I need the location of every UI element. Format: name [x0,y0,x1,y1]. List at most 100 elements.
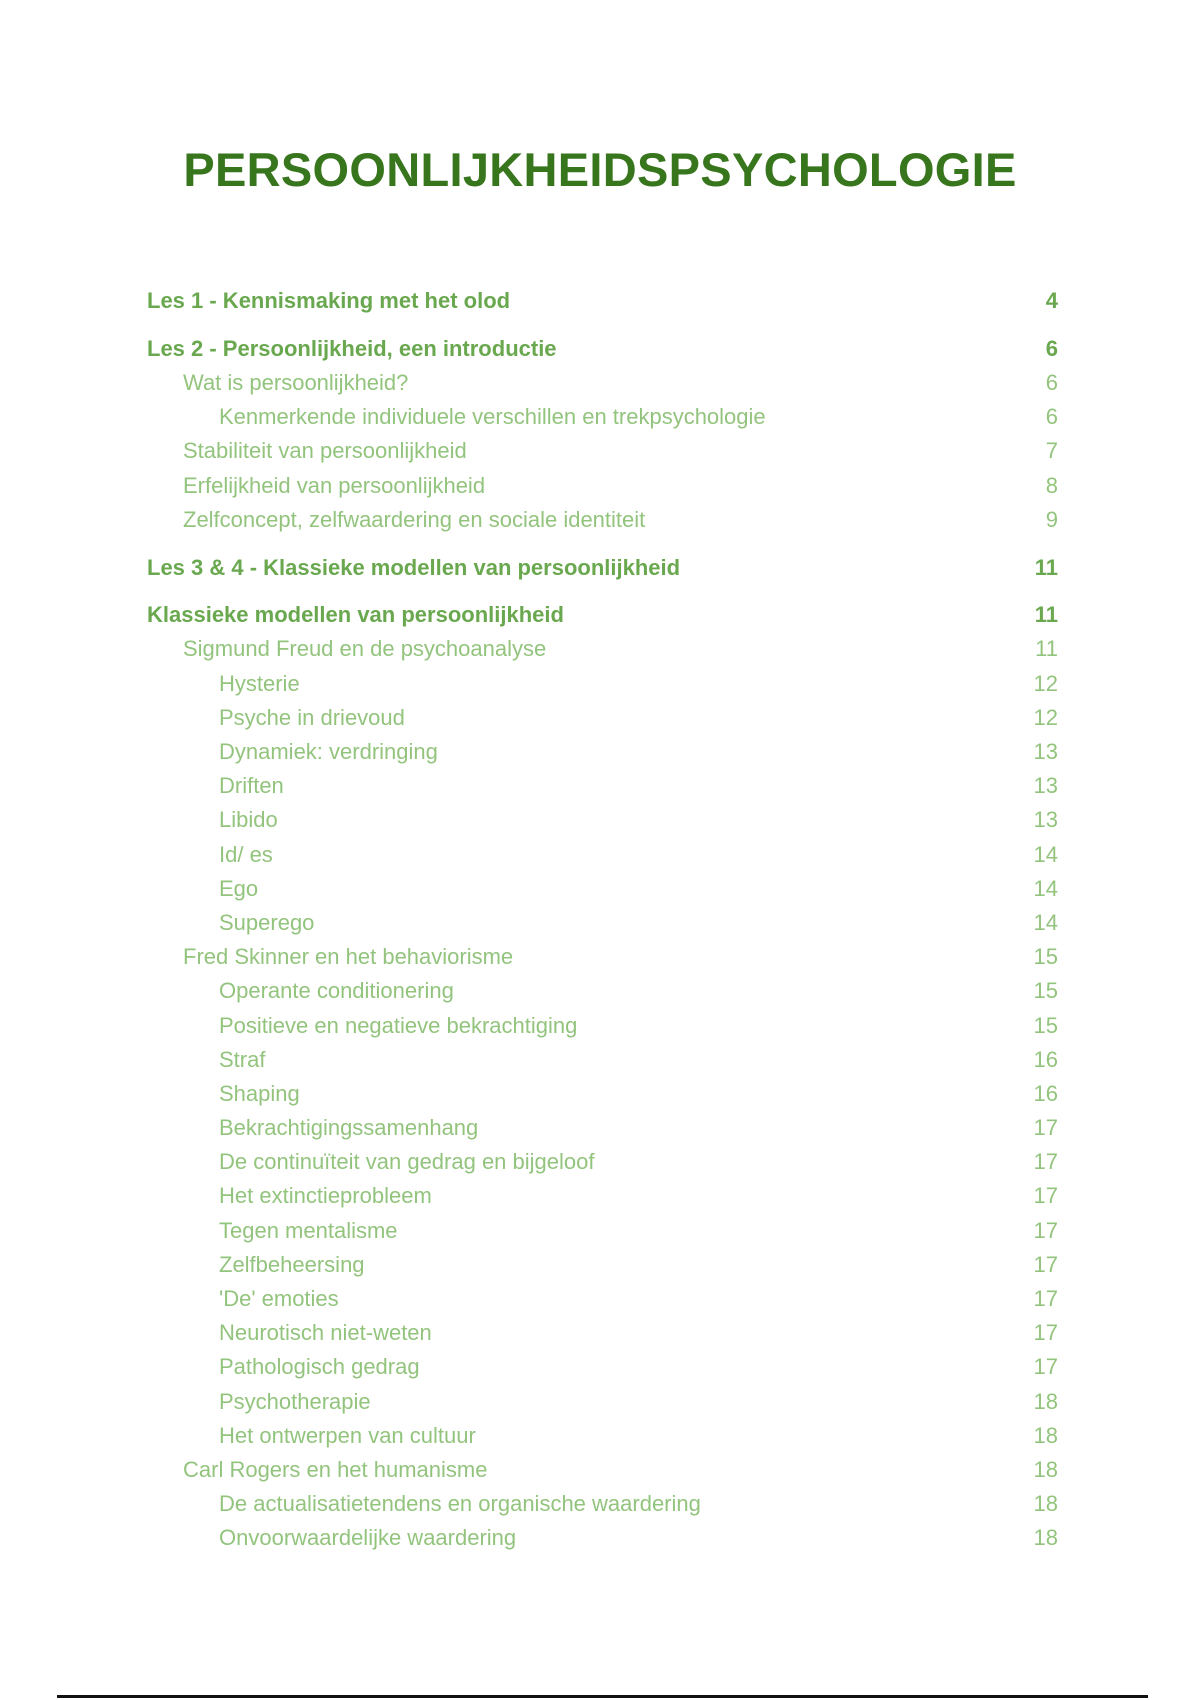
toc-entry-page: 17 [1033,1217,1058,1243]
toc-entry[interactable]: Psyche in drievoud 12 [147,701,1058,735]
toc-entry-title: Fred Skinner en het behaviorisme [183,944,514,970]
toc-entry[interactable]: Pathologisch gedrag 17 [147,1350,1058,1384]
toc-entry-title: Libido [219,807,278,833]
toc-entry-title: Pathologisch gedrag [219,1354,420,1380]
toc-entry[interactable]: Les 2 - Persoonlijkheid, een introductie… [147,332,1058,366]
toc-entry-page: 12 [1033,670,1058,696]
toc-entry-page: 6 [1045,404,1058,430]
toc-entry-page: 13 [1033,807,1058,833]
toc-entry-title: Driften [219,773,284,799]
toc-entry-title: Erfelijkheid van persoonlijkheid [183,472,486,498]
toc-entry[interactable]: Klassieke modellen van persoonlijkheid 11 [147,598,1058,632]
toc-entry-page: 9 [1045,506,1058,532]
toc-entry-title: De continuïteit van gedrag en bijgeloof [219,1149,595,1175]
toc-entry[interactable]: Les 1 - Kennismaking met het olod 4 [147,284,1058,318]
toc-entry[interactable]: Sigmund Freud en de psychoanalyse 11 [147,632,1058,666]
toc-entry-title: Operante conditionering [219,978,454,1004]
toc-entry-page: 12 [1033,704,1058,730]
toc-entry-title: 'De' emoties [219,1286,339,1312]
toc-entry-page: 16 [1033,1080,1058,1106]
toc-entry[interactable]: Driften 13 [147,769,1058,803]
toc-entry-page: 13 [1033,739,1058,765]
toc-entry[interactable]: Hysterie 12 [147,667,1058,701]
toc-entry-page: 14 [1033,841,1058,867]
toc-entry-title: Het ontwerpen van cultuur [219,1422,476,1448]
toc-entry[interactable]: De continuïteit van gedrag en bijgeloof 1… [147,1145,1058,1179]
toc-entry-title: Zelfconcept, zelfwaardering en sociale i… [183,506,646,532]
toc-entry-title: Het extinctieprobleem [219,1183,432,1209]
toc-entry-title: Carl Rogers en het humanisme [183,1456,488,1482]
toc-entry-title: Dynamiek: verdringing [219,739,438,765]
toc-entry[interactable]: Stabiliteit van persoonlijkheid 7 [147,434,1058,468]
toc-entry-page: 17 [1033,1149,1058,1175]
toc-entry[interactable]: Ego 14 [147,872,1058,906]
toc-entry-title: Klassieke modellen van persoonlijkheid [147,602,564,628]
toc-entry[interactable]: Psychotherapie 18 [147,1385,1058,1419]
toc-entry-title: Positieve en negatieve bekrachtiging [219,1012,578,1038]
toc-entry-page: 17 [1033,1115,1058,1141]
toc-entry[interactable]: Neurotisch niet-weten 17 [147,1316,1058,1350]
toc-entry-title: De actualisatietendens en organische waa… [219,1491,701,1517]
toc-entry-title: Wat is persoonlijkheid? [183,369,409,395]
toc-entry[interactable]: Zelfconcept, zelfwaardering en sociale i… [147,503,1058,537]
toc-entry-page: 18 [1033,1422,1058,1448]
toc-entry-title: Stabiliteit van persoonlijkheid [183,438,467,464]
toc-entry[interactable]: Wat is persoonlijkheid? 6 [147,366,1058,400]
toc-entry-title: Ego [219,875,259,901]
toc-entry-title: Hysterie [219,670,300,696]
toc-entry-title: Bekrachtigingssamenhang [219,1115,479,1141]
toc-entry[interactable]: Het ontwerpen van cultuur 18 [147,1419,1058,1453]
toc-entry-title: Id/ es [219,841,273,867]
toc-entry[interactable]: Kenmerkende individuele verschillen en t… [147,400,1058,434]
toc-entry-page: 7 [1045,438,1058,464]
toc-entry-title: Sigmund Freud en de psychoanalyse [183,636,547,662]
toc-entry-page: 15 [1033,944,1058,970]
toc-entry-page: 8 [1045,472,1058,498]
toc-entry-page: 14 [1033,875,1058,901]
toc-entry[interactable]: Les 3 & 4 - Klassieke modellen van perso… [147,551,1058,585]
toc-entry-page: 17 [1033,1251,1058,1277]
toc-entry[interactable]: Dynamiek: verdringing 13 [147,735,1058,769]
toc-entry-title: Tegen mentalisme [219,1217,398,1243]
toc-entry[interactable]: Superego 14 [147,906,1058,940]
page-divider [57,1695,1148,1698]
toc-entry[interactable]: Zelfbeheersing 17 [147,1248,1058,1282]
toc-entry-page: 15 [1033,978,1058,1004]
toc-entry[interactable]: Shaping 16 [147,1077,1058,1111]
toc-entry-page: 15 [1033,1012,1058,1038]
toc-entry-page: 13 [1033,773,1058,799]
toc-entry-title: Shaping [219,1080,300,1106]
toc-entry-page: 16 [1033,1046,1058,1072]
toc-entry[interactable]: Het extinctieprobleem 17 [147,1179,1058,1213]
toc-entry-title: Les 2 - Persoonlijkheid, een introductie [147,335,557,361]
toc-entry[interactable]: 'De' emoties 17 [147,1282,1058,1316]
document-title: PERSOONLIJKHEIDSPSYCHOLOGIE [183,143,1017,196]
toc-entry-title: Straf [219,1046,266,1072]
toc-entry-title: Neurotisch niet-weten [219,1320,432,1346]
toc-entry-page: 6 [1045,335,1058,361]
toc-entry[interactable]: Bekrachtigingssamenhang 17 [147,1111,1058,1145]
toc-entry[interactable]: Straf 16 [147,1043,1058,1077]
toc-entry[interactable]: Operante conditionering 15 [147,974,1058,1008]
toc-entry[interactable]: De actualisatietendens en organische waa… [147,1487,1058,1521]
toc-entry[interactable]: Carl Rogers en het humanisme 18 [147,1453,1058,1487]
toc-entry[interactable]: Erfelijkheid van persoonlijkheid 8 [147,469,1058,503]
toc-entry-page: 18 [1033,1388,1058,1414]
toc-entry-page: 14 [1033,909,1058,935]
toc-entry[interactable]: Positieve en negatieve bekrachtiging 15 [147,1009,1058,1043]
toc-entry[interactable]: Libido 13 [147,803,1058,837]
toc-entry-title: Psychotherapie [219,1388,371,1414]
toc-entry-page: 18 [1033,1456,1058,1482]
toc-entry[interactable]: Fred Skinner en het behaviorisme 15 [147,940,1058,974]
toc-entry-title: Kenmerkende individuele verschillen en t… [219,404,766,430]
toc-entry-title: Zelfbeheersing [219,1251,365,1277]
toc-entry-page: 11 [1034,602,1058,628]
toc-entry-page: 6 [1045,369,1058,395]
toc-entry[interactable]: Onvoorwaardelijke waardering 18 [147,1521,1058,1555]
toc-entry[interactable]: Id/ es 14 [147,838,1058,872]
toc-entry[interactable]: Tegen mentalisme 17 [147,1214,1058,1248]
toc-entry-title: Les 1 - Kennismaking met het olod [147,288,511,313]
toc-entry-page: 17 [1033,1354,1058,1380]
table-of-contents: Les 1 - Kennismaking met het olod 4 Les 2 … [147,284,1058,1556]
toc-entry-title: Les 3 & 4 - Klassieke modellen van perso… [147,554,681,580]
